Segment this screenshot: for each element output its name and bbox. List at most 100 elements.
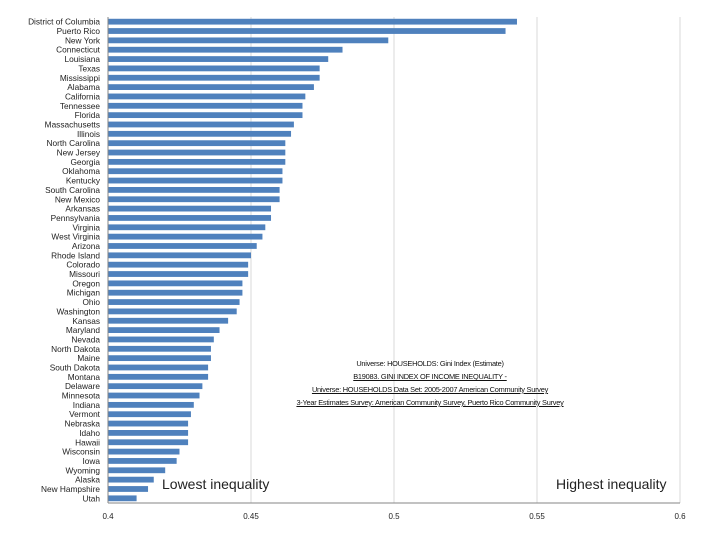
bar — [108, 252, 251, 259]
category-label: Maine — [77, 353, 100, 363]
category-label: Montana — [68, 372, 101, 382]
bar — [108, 373, 209, 380]
category-label: Texas — [78, 63, 100, 73]
bar — [108, 261, 249, 268]
x-tick-label: 0.5 — [388, 512, 400, 521]
annotation-survey: 3-Year Estimates Survey: American Commun… — [296, 398, 564, 407]
bar — [108, 364, 209, 371]
x-tick-label: 0.6 — [674, 512, 686, 521]
bar — [108, 336, 214, 343]
category-label: District of Columbia — [28, 17, 100, 27]
category-label: Massachusetts — [45, 119, 100, 129]
x-tick-label: 0.55 — [529, 512, 545, 521]
bar — [108, 215, 272, 221]
category-label: Wyoming — [65, 465, 100, 475]
bar — [108, 130, 292, 137]
category-label: Nevada — [71, 334, 100, 344]
category-label: Puerto Rico — [57, 26, 101, 36]
category-label: Wisconsin — [62, 447, 100, 457]
bar — [108, 177, 283, 184]
category-label: Delaware — [65, 381, 100, 391]
bar — [108, 196, 280, 203]
category-label: Idaho — [79, 428, 100, 438]
bar — [108, 28, 506, 34]
bar — [108, 84, 314, 90]
category-label: Virginia — [72, 222, 100, 232]
x-tick-labels: 0.4 0.45 0.5 0.55 0.6 — [102, 512, 686, 521]
gridlines — [250, 17, 681, 503]
bar — [108, 458, 177, 464]
category-label: Indiana — [73, 400, 101, 410]
category-label: Arizona — [72, 241, 101, 251]
category-label: Illinois — [77, 129, 100, 139]
bar — [108, 187, 280, 193]
annotation-universe-title: Universe: HOUSEHOLDS: Gini Index (Estima… — [356, 359, 504, 368]
bar — [108, 18, 517, 25]
category-label: Hawaii — [75, 437, 100, 447]
category-label: Alabama — [67, 82, 100, 92]
bar — [108, 401, 194, 408]
category-label: Georgia — [70, 157, 100, 167]
category-label: Pennsylvania — [51, 213, 101, 223]
category-label: Connecticut — [56, 45, 101, 55]
category-label: Louisiana — [64, 54, 100, 64]
bar — [108, 289, 243, 296]
bar — [108, 430, 189, 436]
category-label: New Hampshire — [41, 484, 100, 494]
bar — [108, 392, 200, 399]
category-label: New York — [65, 35, 101, 45]
category-label: North Dakota — [51, 344, 100, 354]
category-label: West Virginia — [51, 232, 100, 242]
bar — [108, 233, 263, 240]
category-label: Kentucky — [66, 176, 101, 186]
bar — [108, 495, 137, 502]
category-label: Florida — [75, 110, 101, 120]
bars — [108, 18, 517, 502]
category-label: Michigan — [67, 288, 101, 298]
bar — [108, 317, 229, 324]
bar — [108, 74, 320, 81]
bar — [108, 355, 211, 362]
category-label: Nebraska — [64, 419, 100, 429]
bar — [108, 46, 343, 53]
category-label: Arkansas — [65, 204, 100, 214]
category-label: Utah — [82, 493, 100, 503]
bar — [108, 308, 237, 315]
bar — [108, 476, 154, 483]
category-label: Oregon — [72, 278, 100, 288]
category-label: Ohio — [82, 297, 100, 307]
bar — [108, 345, 211, 352]
bar — [108, 280, 243, 287]
bar — [108, 140, 286, 147]
category-label: Kansas — [72, 316, 100, 326]
category-label: Vermont — [69, 409, 101, 419]
bar — [108, 158, 286, 165]
category-label: Mississippi — [60, 73, 100, 83]
category-label: California — [65, 91, 100, 101]
bar — [108, 224, 266, 231]
lowest-inequality-label: Lowest inequality — [162, 476, 270, 492]
category-label: New Mexico — [55, 194, 101, 204]
category-label: Tennessee — [60, 101, 101, 111]
x-tick-label: 0.45 — [243, 512, 259, 521]
annotation-table-title: B19083. GINI INDEX OF INCOME INEQUALITY … — [353, 372, 507, 381]
category-label: Colorado — [66, 260, 100, 270]
bar — [108, 121, 294, 128]
bar — [108, 383, 203, 390]
highest-inequality-label: Highest inequality — [556, 476, 667, 492]
category-label: Missouri — [69, 269, 100, 279]
bar — [108, 112, 303, 119]
bar — [108, 439, 189, 446]
bar — [108, 93, 306, 100]
x-tick-label: 0.4 — [102, 512, 114, 521]
bar — [108, 65, 320, 72]
bar — [108, 149, 286, 156]
category-label: North Carolina — [47, 138, 101, 148]
bar — [108, 486, 149, 492]
category-label: Iowa — [82, 456, 100, 466]
bar — [108, 327, 220, 333]
annotation-universe-data: Universe: HOUSEHOLDS Data Set: 2005-2007… — [311, 385, 549, 394]
bar — [108, 37, 389, 44]
category-label: New Jersey — [57, 148, 101, 158]
